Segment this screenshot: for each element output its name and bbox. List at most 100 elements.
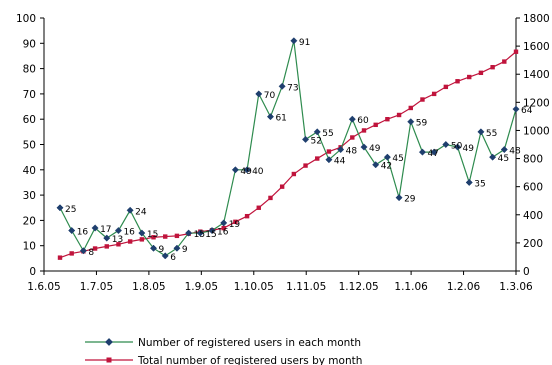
legend-square-marker [106,357,112,363]
total-users-point [291,171,297,177]
monthly-users-point [360,143,368,151]
right-tick-label: 600 [523,182,543,194]
legend-diamond-marker [105,338,113,346]
left-tick-label: 40 [23,165,36,177]
total-users-point [315,156,320,161]
monthly-data-label: 49 [369,144,381,154]
monthly-users-point [103,234,111,242]
total-users-point [233,219,238,225]
monthly-data-label: 9 [182,245,188,255]
x-tick-label: 1.9.05 [185,281,218,293]
monthly-users-point [185,229,193,237]
right-tick-label: 1000 [523,125,550,137]
left-tick-label: 50 [23,140,36,152]
monthly-users-point [418,148,427,156]
monthly-users-point [290,37,298,45]
total-users-point [116,242,121,247]
total-users-point [350,135,355,140]
monthly-data-label: 45 [392,154,403,164]
monthly-users-point [79,247,87,255]
monthly-users-point [173,244,181,252]
left-tick-label: 20 [23,215,36,227]
legend-label-total: Total number of registered users by mont… [137,355,362,365]
monthly-data-label: 16 [77,228,89,238]
right-tick-label: 1200 [523,97,550,109]
monthly-users-point [138,229,146,237]
monthly-users-point [255,90,263,98]
monthly-users-point [325,156,333,164]
monthly-data-label: 42 [381,162,392,172]
total-users-point [279,184,285,189]
right-tick-label: 800 [523,154,543,166]
right-tick-label: 1400 [523,69,550,81]
monthly-data-label: 44 [334,157,346,167]
x-tick-label: 1.12.05 [339,281,379,293]
monthly-data-label: 48 [509,147,521,157]
total-users-point [127,239,133,244]
left-tick-label: 0 [29,266,36,278]
monthly-data-label: 15 [194,230,205,240]
total-users-point [467,74,472,80]
total-users-point [408,105,413,111]
monthly-users-point [161,252,169,260]
total-users-point [256,205,261,210]
monthly-data-label: 8 [88,248,94,258]
monthly-data-label: 73 [287,83,298,93]
total-users-point [443,84,449,90]
right-tick-label: 0 [523,266,530,278]
total-users-point [455,79,460,84]
monthly-users-point [68,226,76,235]
monthly-users-point [465,178,473,187]
total-users-point [373,122,378,128]
monthly-users-point [395,194,403,202]
monthly-data-label: 64 [521,106,533,116]
monthly-data-label: 55 [486,129,497,139]
total-users-point [490,64,495,70]
monthly-data-label: 49 [463,144,475,154]
left-tick-label: 10 [23,241,36,253]
monthly-data-label: 15 [205,230,216,240]
left-tick-label: 30 [23,190,36,202]
total-users-point [513,49,519,54]
monthly-data-label: 6 [170,253,176,263]
monthly-users-point [126,206,134,214]
left-tick-label: 60 [23,114,36,126]
monthly-data-label: 91 [299,38,310,48]
left-tick-label: 80 [23,64,36,76]
monthly-users-point [453,143,462,151]
total-users-point [244,213,250,219]
left-tick-label: 90 [23,38,36,50]
right-y-ticks: 0 200 400 600 800 1000 1200 1400 1600 1800 [516,13,550,278]
x-tick-label: 1.10.05 [234,281,274,293]
monthly-data-label: 47 [427,149,438,159]
monthly-users-point [196,229,204,237]
total-users-point [104,244,109,249]
legend: Number of registered users in each month… [85,337,362,365]
monthly-users-point [91,224,99,232]
monthly-data-label: 9 [159,245,165,255]
monthly-users-point [372,161,380,169]
monthly-data-label: 59 [416,119,428,129]
x-tick-label: 1.6.05 [27,281,60,293]
right-tick-label: 1600 [523,41,550,53]
monthly-data-label: 55 [322,129,333,139]
total-users-point [92,246,98,251]
total-users-point [151,235,156,240]
x-tick-label: 1.11.05 [286,281,326,293]
total-users-point [361,128,367,133]
monthly-data-label: 61 [275,114,286,124]
legend-item-total: Total number of registered users by mont… [85,355,362,365]
monthly-users-point [500,146,508,154]
monthly-users-point [477,128,485,136]
monthly-data-label: 16 [217,228,229,238]
monthly-data-label: 40 [252,167,264,177]
x-tick-label: 1.1.06 [394,281,428,293]
legend-item-monthly: Number of registered users in each month [85,337,361,349]
x-ticks: 1.6.05 1.7.05 1.8.05 1.9.05 1.10.05 1.11.05 1.… [27,271,533,293]
monthly-data-label: 49 [240,167,252,177]
right-tick-label: 200 [523,238,543,250]
total-users-point [57,255,63,260]
right-tick-label: 400 [523,210,543,222]
monthly-users-point [301,135,310,143]
total-users-point [69,251,74,256]
